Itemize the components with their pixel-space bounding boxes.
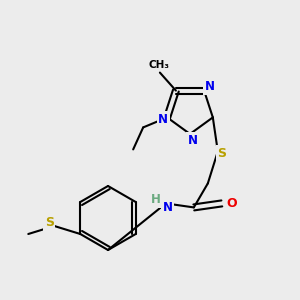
Text: H: H xyxy=(151,193,161,206)
Text: S: S xyxy=(217,147,226,160)
Text: N: N xyxy=(163,201,173,214)
Text: O: O xyxy=(226,197,237,210)
Text: CH₃: CH₃ xyxy=(148,60,170,70)
Text: N: N xyxy=(158,113,168,126)
Text: S: S xyxy=(45,217,54,230)
Text: N: N xyxy=(188,134,198,146)
Text: N: N xyxy=(205,80,215,93)
